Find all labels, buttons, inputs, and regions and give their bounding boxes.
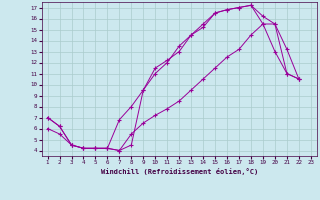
X-axis label: Windchill (Refroidissement éolien,°C): Windchill (Refroidissement éolien,°C) <box>100 168 258 175</box>
